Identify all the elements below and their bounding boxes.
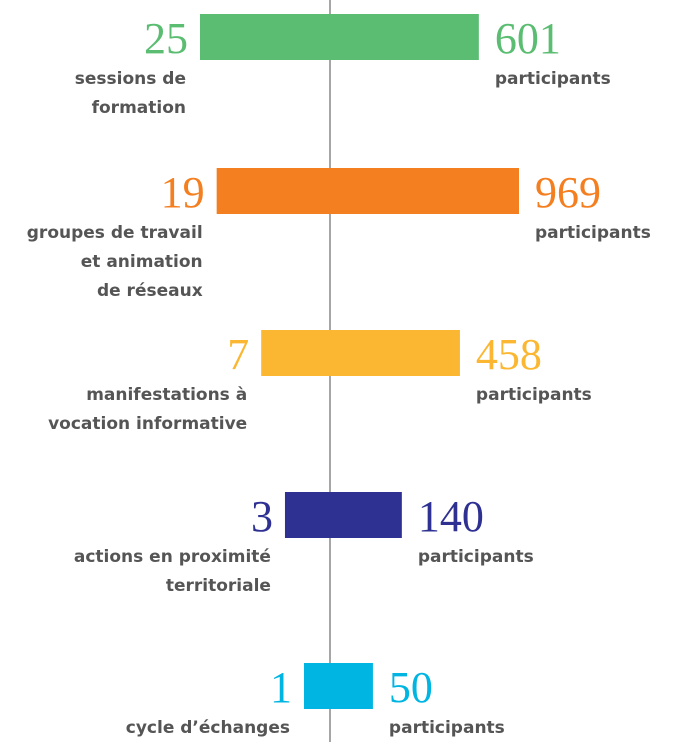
participants-value: 969 [535,168,601,217]
count-label: 25 [144,14,188,63]
participants-bar [330,330,460,376]
count-bar [261,330,330,376]
participants-bar [330,168,519,214]
participants-unit: participants [389,718,505,738]
participants-unit: participants [495,69,611,89]
count-bar [216,168,330,214]
participants-value: 458 [476,330,542,379]
category-label: territoriale [166,576,271,596]
category-label: et animation [81,252,203,272]
participants-bar [330,492,402,538]
count-bar [200,14,330,60]
participants-value: 140 [418,492,484,541]
category-label: sessions de [75,69,186,89]
participants-bar [330,663,373,709]
participants-unit: participants [535,223,651,243]
count-bar [284,492,330,538]
participants-unit: participants [418,547,534,567]
count-label: 1 [270,663,292,712]
participants-bar [330,14,479,60]
participants-value: 601 [495,14,561,63]
participants-value: 50 [389,663,433,712]
count-label: 19 [161,168,205,217]
category-label: groupes de travail [27,223,203,243]
count-bar [304,663,330,709]
category-label: de réseaux [97,281,203,301]
count-label: 7 [227,330,249,379]
category-label: cycle d’échanges [126,718,290,738]
category-label: manifestations à [86,385,247,405]
category-label: vocation informative [48,414,247,434]
count-label: 3 [251,492,273,541]
category-label: formation [92,98,186,118]
participants-unit: participants [476,385,592,405]
category-label: actions en proximité [74,547,271,567]
